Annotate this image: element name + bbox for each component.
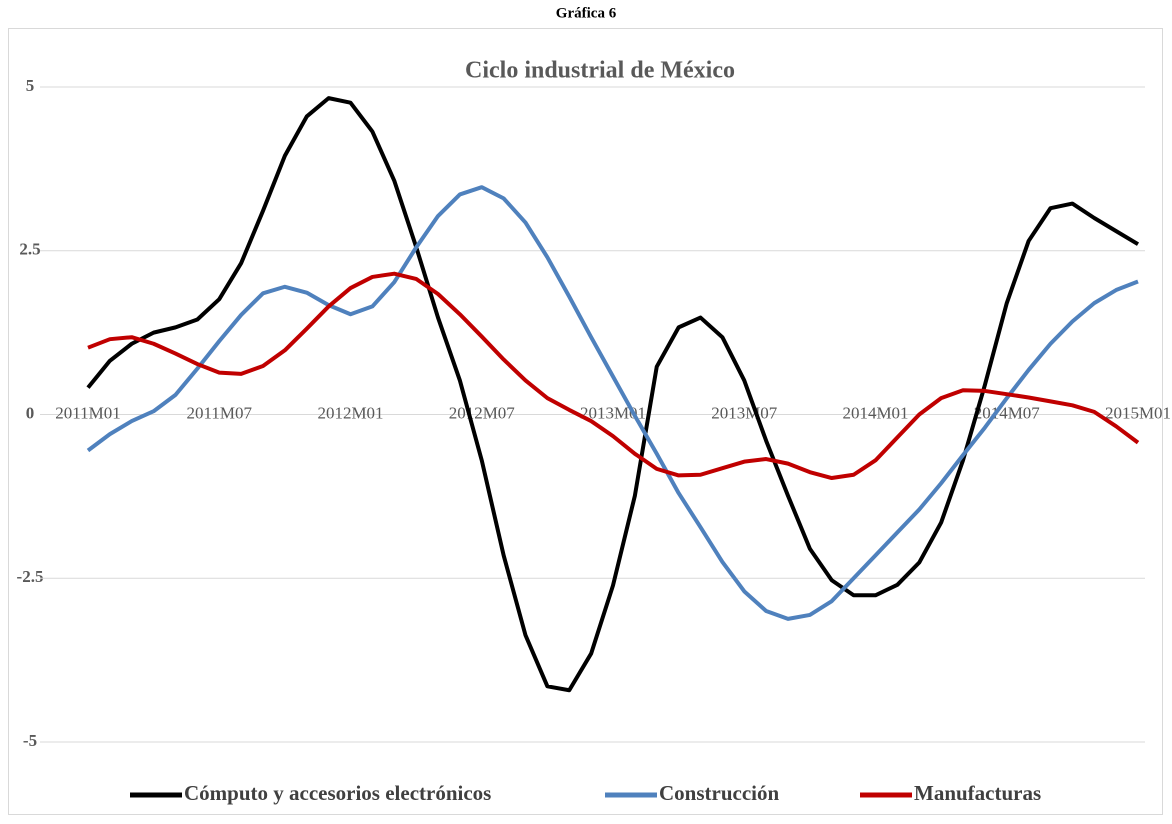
x-tick-label: 2014M01 [842, 403, 908, 422]
chart-title: Ciclo industrial de México [465, 58, 735, 84]
legend-label: Construcción [659, 781, 779, 805]
y-tick-label: 2.5 [19, 240, 40, 259]
legend-label: Manufacturas [914, 781, 1041, 805]
x-tick-label: 2013M07 [711, 403, 778, 422]
y-tick-label: -5 [23, 731, 37, 750]
series-line [87, 271, 1140, 481]
x-tick-label: 2014M07 [974, 403, 1041, 422]
chart-frame [8, 28, 1163, 815]
x-tick-label: 2011M01 [55, 403, 121, 422]
y-tick-label: 0 [26, 403, 35, 422]
x-tick-label: 2012M01 [317, 403, 383, 422]
y-tick-label: 5 [26, 76, 35, 95]
series-line [86, 185, 1139, 621]
y-tick-label: -2.5 [17, 567, 44, 586]
legend-label: Cómputo y accesorios electrónicos [184, 781, 491, 805]
x-tick-label: 2011M07 [187, 403, 253, 422]
x-tick-label: 2012M07 [449, 403, 516, 422]
page-title: Gráfica 6 [556, 5, 617, 21]
series-line [86, 96, 1140, 693]
x-tick-label: 2015M01 [1105, 403, 1171, 422]
